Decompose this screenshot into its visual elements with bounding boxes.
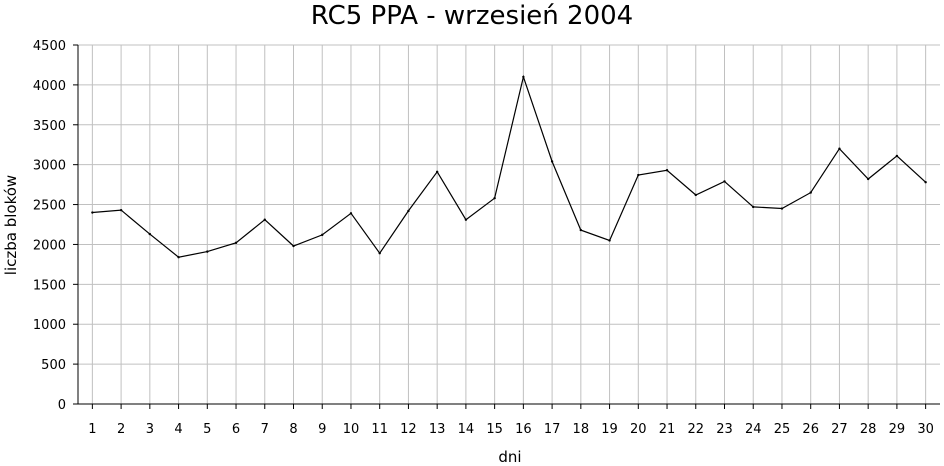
x-tick-label: 23 (716, 422, 733, 437)
x-tick-label: 10 (343, 422, 360, 437)
data-point (435, 170, 439, 174)
x-tick-label: 9 (318, 422, 326, 437)
data-point (838, 147, 841, 150)
y-tick-label: 4000 (33, 79, 66, 94)
data-point (292, 244, 295, 248)
y-tick-label: 4500 (33, 39, 66, 54)
data-point (407, 209, 410, 213)
data-point (550, 160, 554, 163)
x-tick-label: 29 (889, 422, 906, 437)
data-point (752, 205, 755, 209)
data-point (608, 239, 611, 242)
data-point (464, 218, 468, 221)
y-axis-title: liczba bloków (2, 175, 20, 275)
x-tick-labels: 1 2 3 4 5 6 7 8 9 10 11 12 13 14 15 16 17 18 19 20 21 22 23 24 2… (88, 422, 934, 437)
series-layer (91, 74, 927, 259)
data-point (522, 75, 525, 79)
y-tick-label: 2500 (33, 199, 66, 214)
data-point (206, 250, 209, 253)
y-tick-label: 1500 (33, 278, 66, 293)
y-tick-label: 1000 (33, 318, 66, 333)
data-point (723, 180, 726, 183)
x-tick-label: 1 (88, 422, 96, 437)
data-point (895, 154, 899, 158)
series-line (92, 74, 927, 258)
data-point (234, 241, 238, 245)
x-tick-label: 25 (774, 422, 791, 437)
x-tick-label: 18 (573, 422, 590, 437)
x-tick-label: 19 (601, 422, 618, 437)
data-point (119, 208, 123, 212)
x-tick-label: 22 (687, 422, 704, 437)
x-axis-title: dni (498, 448, 521, 466)
y-tick-label: 3500 (33, 119, 66, 134)
x-tick-label: 11 (371, 422, 388, 437)
x-tick-label: 17 (544, 422, 561, 437)
x-tick-label: 16 (515, 422, 532, 437)
y-tick-label: 0 (58, 398, 66, 413)
y-tick-labels: 0 500 1000 1500 2000 2500 3000 3500 4000 4500 (33, 39, 66, 413)
y-tick-label: 500 (41, 358, 66, 373)
y-tick-label: 3000 (33, 159, 66, 174)
data-point (809, 191, 812, 194)
x-tick-label: 6 (232, 422, 240, 437)
data-point (493, 196, 496, 200)
data-point (866, 177, 870, 181)
data-point (321, 233, 324, 237)
grid-lines (78, 44, 940, 404)
data-point (637, 173, 640, 177)
data-point (263, 218, 266, 221)
data-point (148, 232, 152, 236)
x-tick-label: 24 (745, 422, 762, 437)
data-point (378, 252, 381, 255)
x-tick-label: 3 (146, 422, 154, 437)
chart-title: RC5 PPA - wrzesień 2004 (311, 1, 633, 31)
x-tick-label: 7 (261, 422, 269, 437)
x-tick-label: 30 (917, 422, 934, 437)
x-tick-label: 20 (630, 422, 647, 437)
y-tick-label: 2000 (33, 238, 66, 253)
x-tick-label: 12 (400, 422, 417, 437)
data-point (924, 181, 927, 184)
x-tick-label: 8 (289, 422, 297, 437)
x-tick-label: 5 (203, 422, 211, 437)
axes (73, 44, 940, 409)
data-point (177, 256, 180, 259)
data-point (694, 193, 697, 197)
x-tick-label: 28 (860, 422, 877, 437)
data-point (349, 212, 353, 215)
x-tick-label: 27 (831, 422, 848, 437)
data-point (91, 211, 94, 214)
x-tick-label: 4 (174, 422, 182, 437)
x-tick-label: 2 (117, 422, 125, 437)
data-point (780, 207, 784, 210)
data-point (665, 169, 669, 172)
x-tick-label: 13 (429, 422, 446, 437)
data-point (579, 228, 583, 232)
x-tick-label: 15 (486, 422, 503, 437)
x-tick-label: 14 (458, 422, 475, 437)
x-tick-label: 21 (659, 422, 676, 437)
x-tick-label: 26 (802, 422, 819, 437)
